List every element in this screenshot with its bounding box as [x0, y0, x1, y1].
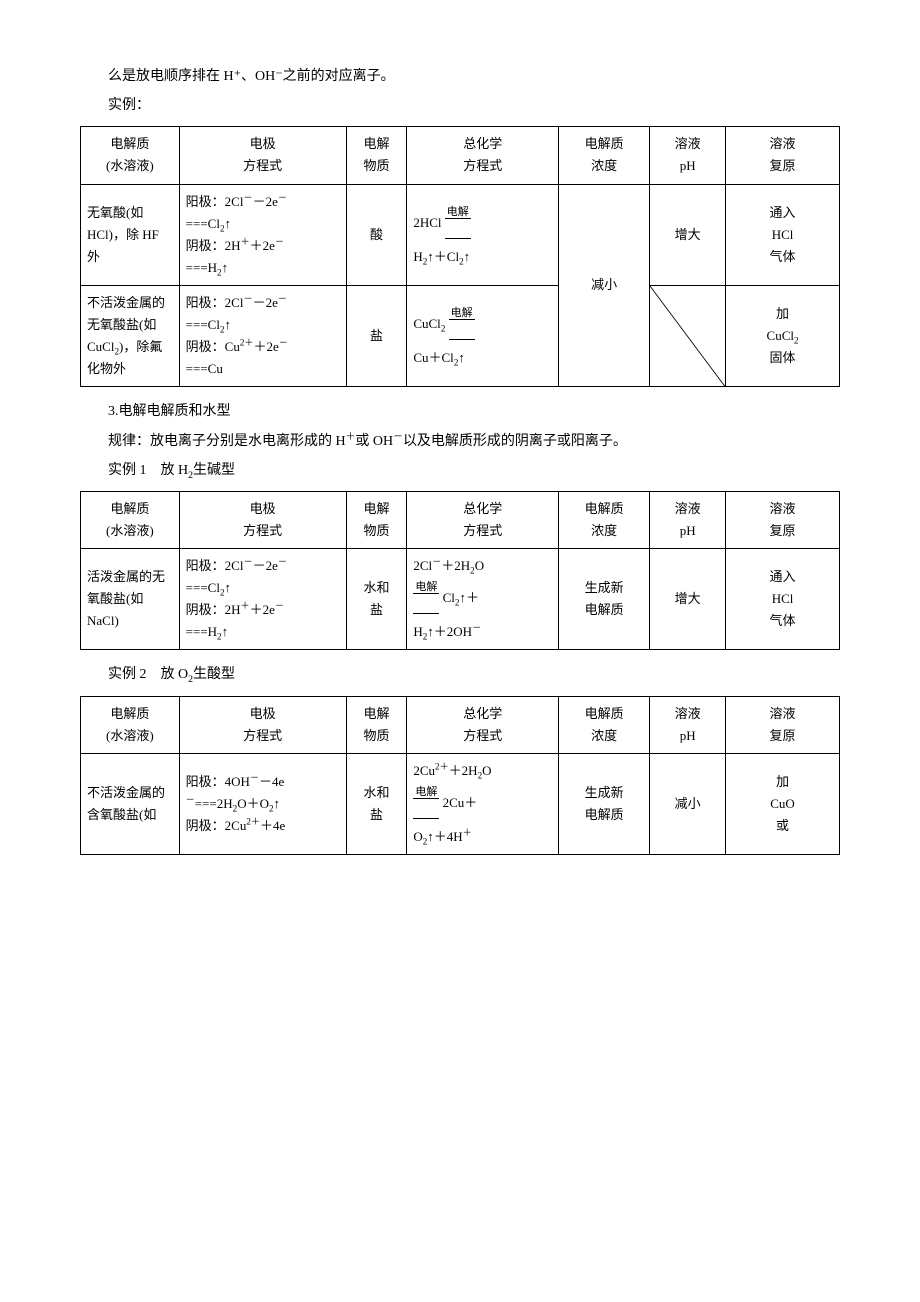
th-electrolyte: 电解质(水溶液) [81, 491, 180, 548]
th-restore: 溶液复原 [726, 127, 840, 184]
cell-electrolyte: 不活泼金属的含氧酸盐(如 [81, 753, 180, 854]
th-ph: 溶液pH [650, 696, 726, 753]
th-restore: 溶液复原 [726, 696, 840, 753]
table-3: 电解质(水溶液) 电极方程式 电解物质 总化学方程式 电解质浓度 溶液pH 溶液… [80, 696, 840, 856]
cell-ph: 增大 [650, 549, 726, 650]
th-electrode: 电极方程式 [179, 491, 346, 548]
table-row: 活泼金属的无氧酸盐(如 NaCl) 阳极：2Cl－－2e－===Cl2↑阴极：2… [81, 549, 840, 650]
th-electrolyte: 电解质(水溶液) [81, 127, 180, 184]
th-ph: 溶液pH [650, 127, 726, 184]
cell-ph: 增大 [650, 184, 726, 285]
th-concentration: 电解质浓度 [559, 491, 650, 548]
cell-restore: 通入HCl气体 [726, 549, 840, 650]
table-row: 电解质(水溶液) 电极方程式 电解物质 总化学方程式 电解质浓度 溶液pH 溶液… [81, 127, 840, 184]
intro-line: 么是放电顺序排在 H⁺、OH⁻之前的对应离子。 [80, 64, 840, 89]
cell-restore: 通入HCl气体 [726, 184, 840, 285]
th-electrolyte: 电解质(水溶液) [81, 696, 180, 753]
example2-label: 实例 2 放 O2生酸型 [80, 662, 840, 687]
th-overall: 总化学方程式 [407, 696, 559, 753]
cell-electrolyte: 活泼金属的无氧酸盐(如 NaCl) [81, 549, 180, 650]
th-substance: 电解物质 [346, 491, 407, 548]
cell-substance: 酸 [346, 184, 407, 285]
th-concentration: 电解质浓度 [559, 696, 650, 753]
cell-electrode: 阳极：4OH－－4e－===2H2O＋O2↑阴极：2Cu2＋＋4e [179, 753, 346, 854]
th-restore: 溶液复原 [726, 491, 840, 548]
cell-electrolyte: 无氧酸(如 HCl)，除 HF 外 [81, 184, 180, 285]
cell-substance: 盐 [346, 285, 407, 386]
cell-concentration: 生成新电解质 [559, 753, 650, 854]
section3-rule: 规律：放电离子分别是水电离形成的 H＋或 OH－以及电解质形成的阴离子或阳离子。 [80, 429, 840, 454]
table-row: 不活泼金属的无氧酸盐(如 CuCl2)，除氟化物外 阳极：2Cl－－2e－===… [81, 285, 840, 386]
cell-concentration: 减小 [559, 184, 650, 387]
cell-concentration: 生成新电解质 [559, 549, 650, 650]
cell-restore: 加CuCl2固体 [726, 285, 840, 386]
table-row: 无氧酸(如 HCl)，除 HF 外 阳极：2Cl－－2e－===Cl2↑阴极：2… [81, 184, 840, 285]
cell-electrode: 阳极：2Cl－－2e－===Cl2↑阴极：Cu2＋＋2e－===Cu [179, 285, 346, 386]
th-substance: 电解物质 [346, 127, 407, 184]
th-overall: 总化学方程式 [407, 127, 559, 184]
th-electrode: 电极方程式 [179, 127, 346, 184]
table-row: 电解质(水溶液) 电极方程式 电解物质 总化学方程式 电解质浓度 溶液pH 溶液… [81, 696, 840, 753]
cell-electrode: 阳极：2Cl－－2e－===Cl2↑阴极：2H＋＋2e－===H2↑ [179, 184, 346, 285]
th-overall: 总化学方程式 [407, 491, 559, 548]
th-electrode: 电极方程式 [179, 696, 346, 753]
table-2: 电解质(水溶液) 电极方程式 电解物质 总化学方程式 电解质浓度 溶液pH 溶液… [80, 491, 840, 651]
cell-substance: 水和盐 [346, 549, 407, 650]
diagonal-icon [650, 286, 725, 386]
cell-overall: 2HCl 电解H2↑＋Cl2↑ [407, 184, 559, 285]
cell-overall: CuCl2 电解Cu＋Cl2↑ [407, 285, 559, 386]
section3-title: 3.电解电解质和水型 [80, 399, 840, 424]
cell-ph-diagonal [650, 285, 726, 386]
example1-label: 实例 1 放 H2生碱型 [80, 458, 840, 483]
table-row: 电解质(水溶液) 电极方程式 电解物质 总化学方程式 电解质浓度 溶液pH 溶液… [81, 491, 840, 548]
cell-ph: 减小 [650, 753, 726, 854]
examples-label: 实例： [80, 93, 840, 118]
th-substance: 电解物质 [346, 696, 407, 753]
cell-overall: 2Cu2＋＋2H2O电解 2Cu＋O2↑＋4H＋ [407, 753, 559, 854]
cell-restore: 加CuO或 [726, 753, 840, 854]
th-ph: 溶液pH [650, 491, 726, 548]
cell-electrolyte: 不活泼金属的无氧酸盐(如 CuCl2)，除氟化物外 [81, 285, 180, 386]
cell-electrode: 阳极：2Cl－－2e－===Cl2↑阴极：2H＋＋2e－===H2↑ [179, 549, 346, 650]
table-1: 电解质(水溶液) 电极方程式 电解物质 总化学方程式 电解质浓度 溶液pH 溶液… [80, 126, 840, 387]
cell-overall: 2Cl－＋2H2O电解 Cl2↑＋H2↑＋2OH－ [407, 549, 559, 650]
th-concentration: 电解质浓度 [559, 127, 650, 184]
table-row: 不活泼金属的含氧酸盐(如 阳极：4OH－－4e－===2H2O＋O2↑阴极：2C… [81, 753, 840, 854]
cell-substance: 水和盐 [346, 753, 407, 854]
